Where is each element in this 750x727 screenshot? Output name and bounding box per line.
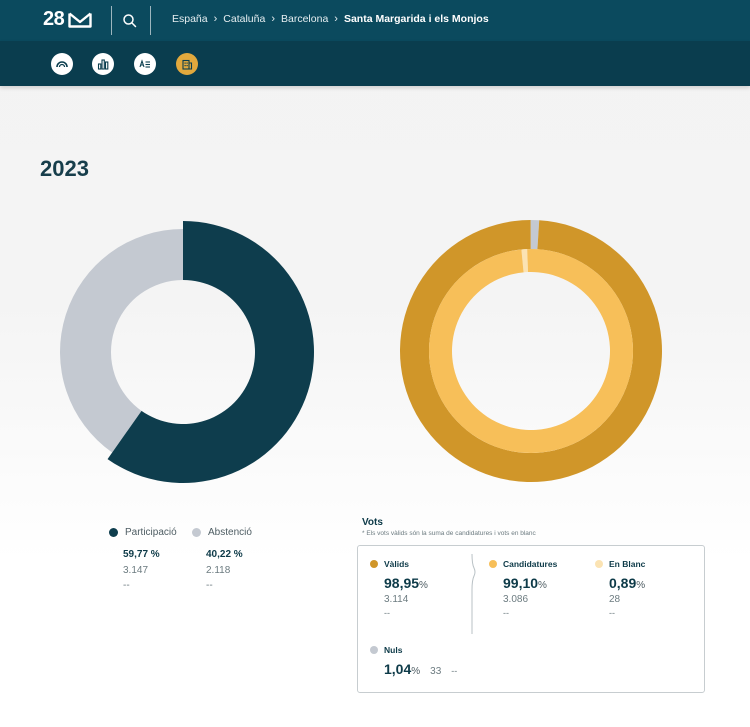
participacio-dot-icon — [109, 528, 118, 537]
logo-text: 28 — [43, 8, 65, 30]
vots-summary-card: Vàlids 98,95% 3.114 -- Candidatures 99,1… — [357, 545, 705, 693]
votes-donut-chart — [400, 220, 662, 482]
blanc-slice[interactable] — [521, 249, 529, 273]
candidatures-extra: -- — [503, 608, 509, 618]
candidatures-pct: 99,10 — [503, 575, 539, 591]
nuls-extra: -- — [451, 666, 458, 676]
legend-label: Abstenció — [208, 527, 252, 538]
abstencio-dot-icon — [192, 528, 201, 537]
candidatures-slice[interactable] — [428, 249, 633, 453]
legend-count: 2.118 — [206, 565, 231, 576]
parliament-arc-icon — [56, 61, 68, 68]
legend-pct: 59,77 % — [123, 549, 160, 560]
valids-label: Vàlids — [384, 559, 410, 569]
legend-abstencio: Abstenció 40,22 % 2.118 -- — [192, 527, 252, 591]
pct-unit: % — [636, 580, 646, 591]
candidates-button[interactable] — [134, 53, 156, 75]
vots-note: * Els vots vàlids són la suma de candida… — [362, 530, 536, 537]
blanc-count: 28 — [609, 594, 621, 605]
nuls-label: Nuls — [384, 645, 403, 655]
vots-nuls: Nuls 1,04% 33 -- — [370, 645, 457, 677]
valids-pct: 98,95 — [384, 575, 420, 591]
blanc-dot-icon — [595, 560, 603, 568]
results-chart-button[interactable] — [92, 53, 114, 75]
envelope-logo-icon — [68, 12, 92, 28]
logo[interactable]: 28 — [43, 8, 92, 31]
legend-extra: -- — [123, 580, 130, 591]
blanc-pct: 0,89 — [609, 575, 637, 591]
valids-dot-icon — [370, 560, 378, 568]
search-icon — [123, 14, 137, 28]
breadcrumb-current: Santa Margarida i els Monjos — [343, 13, 489, 25]
blanc-label: En Blanc — [609, 559, 646, 569]
candidatures-dot-icon — [489, 560, 497, 568]
municipality-button[interactable] — [176, 53, 198, 75]
nuls-dot-icon — [370, 646, 378, 654]
valids-extra: -- — [384, 608, 390, 618]
breadcrumb-item-province[interactable]: Barcelona — [281, 13, 329, 25]
nuls-slice[interactable] — [530, 220, 540, 250]
divider — [150, 6, 151, 35]
pct-unit: % — [411, 666, 421, 677]
section-toolbar — [0, 41, 750, 86]
breadcrumb: España › Cataluña › Barcelona › Santa Ma… — [172, 13, 489, 25]
vots-blanc: En Blanc 0,89% 28 -- — [595, 559, 645, 618]
breadcrumb-item-region[interactable]: Cataluña — [223, 13, 266, 25]
legend-count: 3.147 — [123, 565, 149, 576]
nuls-count: 33 — [430, 666, 442, 677]
candidatures-label: Candidatures — [503, 559, 558, 569]
participation-donut-chart — [60, 221, 314, 483]
abstencio-slice[interactable] — [60, 229, 183, 453]
divider — [111, 6, 112, 35]
valids-count: 3.114 — [384, 594, 409, 605]
vots-candidatures: Candidatures 99,10% 3.086 -- — [489, 559, 557, 618]
pct-unit: % — [419, 580, 428, 591]
legend-extra: -- — [206, 580, 213, 591]
chevron-right-icon: › — [271, 13, 275, 25]
chevron-right-icon: › — [213, 13, 218, 25]
breadcrumb-item-country[interactable]: España — [172, 13, 208, 25]
vots-valids: Vàlids 98,95% 3.114 -- — [370, 559, 428, 618]
blanc-extra: -- — [609, 608, 615, 618]
participacio-slice[interactable] — [107, 221, 314, 483]
candidatures-count: 3.086 — [503, 594, 529, 605]
municipality-building-icon — [182, 59, 193, 70]
nuls-pct: 1,04 — [384, 661, 412, 677]
bar-chart-icon — [97, 59, 109, 70]
page-title: 2023 — [40, 156, 89, 181]
chevron-right-icon: › — [334, 13, 338, 25]
parliament-button[interactable] — [51, 53, 73, 75]
legend-pct: 40,22 % — [206, 549, 243, 560]
pct-unit: % — [538, 580, 547, 591]
legend-participacio: Participació 59,77 % 3.147 -- — [109, 527, 177, 591]
bracket-divider — [471, 554, 476, 634]
search-button[interactable] — [120, 11, 140, 31]
vots-title: Vots — [362, 517, 383, 528]
top-bar: 28 España › Cataluña › Barcelona › Santa… — [0, 0, 750, 41]
legend-label: Participació — [125, 527, 177, 538]
candidates-list-icon — [139, 59, 150, 68]
